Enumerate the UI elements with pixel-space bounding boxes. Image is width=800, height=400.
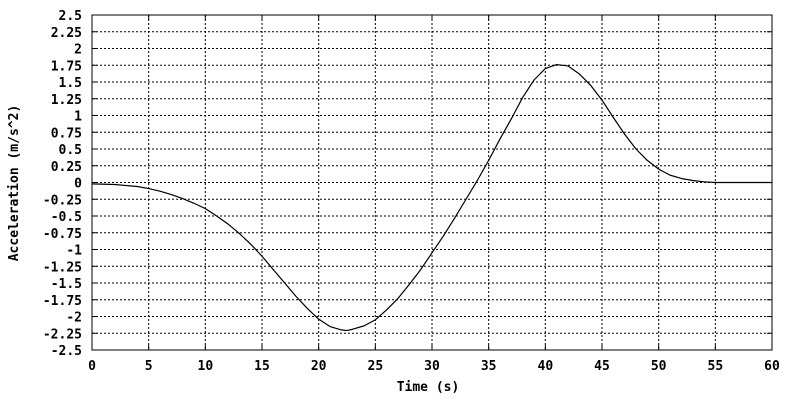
x-tick-label: 15 xyxy=(254,359,270,374)
y-tick-label: 1.75 xyxy=(51,59,82,74)
x-tick-label: 5 xyxy=(145,359,153,374)
y-tick-label: 0.5 xyxy=(59,143,82,158)
series-layer xyxy=(91,63,773,332)
y-tick-label: -1 xyxy=(66,244,82,259)
y-tick-label: -2.5 xyxy=(51,344,82,359)
y-tick-label: 2.25 xyxy=(51,26,82,41)
y-tick-label: -0.25 xyxy=(43,193,82,208)
y-axis-label: Acceleration (m/s^2) xyxy=(7,105,22,262)
y-tick-label: -2 xyxy=(66,311,82,326)
x-tick-label: 30 xyxy=(424,359,440,374)
y-axis-ticks: 2.5 2.25 21.75 1.5 1.25 10.75 0.5 0.25 0-0.25 -0.… xyxy=(43,9,82,359)
y-tick-label: 1 xyxy=(74,110,82,125)
y-tick-label: -0.75 xyxy=(43,227,82,242)
y-tick-label: 1.5 xyxy=(59,76,82,91)
x-tick-label: 25 xyxy=(368,359,384,374)
y-tick-label: -0.5 xyxy=(51,210,82,225)
x-tick-label: 10 xyxy=(198,359,214,374)
x-tick-label: 45 xyxy=(594,359,610,374)
y-tick-label: 0 xyxy=(74,177,82,192)
grid-lines xyxy=(91,14,773,351)
y-tick-label: 2 xyxy=(74,43,82,58)
y-tick-label: -1.25 xyxy=(43,260,82,275)
x-axis-ticks: 0 5 10 15 20 25 30 35 40 45 50 55 60 xyxy=(88,359,780,374)
x-axis-label: Time (s) xyxy=(397,380,460,395)
x-tick-label: 55 xyxy=(708,359,724,374)
y-tick-label: 1.25 xyxy=(51,93,82,108)
x-tick-label: 60 xyxy=(764,359,780,374)
x-tick-label: 35 xyxy=(481,359,497,374)
y-tick-label: -1.5 xyxy=(51,277,82,292)
x-tick-label: 0 xyxy=(88,359,96,374)
y-tick-label: -2.25 xyxy=(43,327,82,342)
x-tick-label: 20 xyxy=(311,359,327,374)
series-line-0 xyxy=(91,63,773,332)
y-tick-label: 0.75 xyxy=(51,126,82,141)
x-tick-label: 50 xyxy=(651,359,667,374)
y-tick-label: 0.25 xyxy=(51,160,82,175)
y-tick-label: -1.75 xyxy=(43,294,82,309)
y-tick-label: 2.5 xyxy=(59,9,82,24)
x-tick-label: 40 xyxy=(538,359,554,374)
